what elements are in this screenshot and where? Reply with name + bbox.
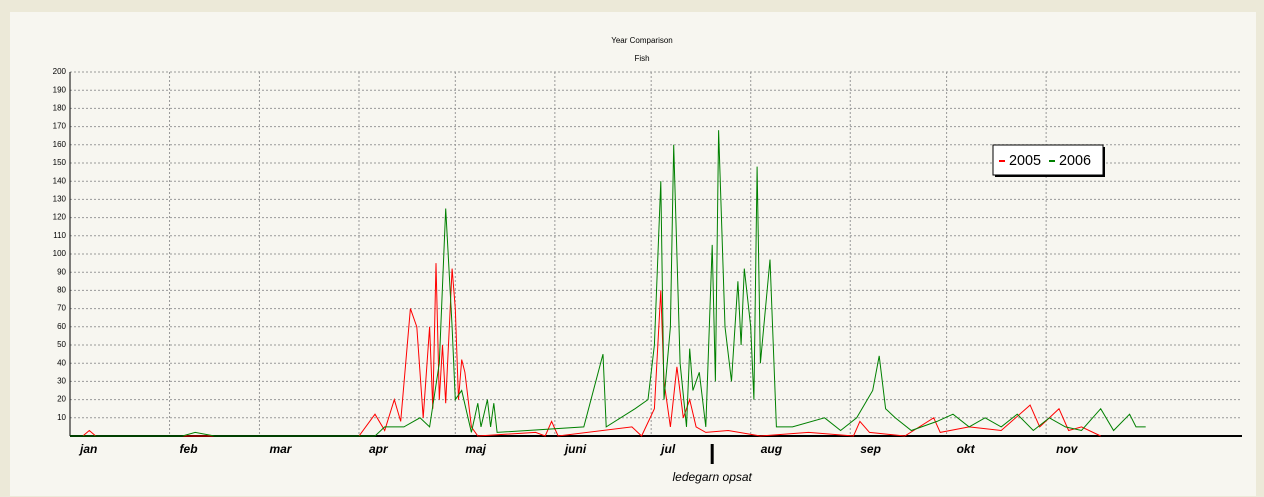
x-tick-label: jul: [659, 442, 676, 456]
y-tick-label: 140: [53, 176, 67, 185]
annotation-label: ledegarn opsat: [672, 470, 752, 484]
y-tick-label: 180: [53, 104, 67, 113]
x-tick-label: okt: [957, 442, 976, 456]
y-tick-label: 70: [57, 304, 66, 313]
legend-label: 2005: [1009, 152, 1041, 169]
x-tick-label: sep: [860, 442, 881, 456]
y-tick-label: 60: [57, 322, 66, 331]
y-tick-label: 10: [57, 413, 66, 422]
x-tick-label: mar: [269, 442, 292, 456]
y-tick-label: 50: [57, 340, 66, 349]
y-tick-label: 30: [57, 377, 66, 386]
y-tick-label: 130: [53, 195, 67, 204]
y-tick-label: 100: [53, 249, 67, 258]
y-tick-label: 90: [57, 267, 66, 276]
y-tick-label: 40: [57, 358, 66, 367]
series-line: [70, 263, 1101, 437]
chart-title: Year Comparison: [611, 36, 673, 45]
x-tick-label: aug: [761, 442, 783, 456]
x-tick-label: nov: [1056, 442, 1079, 456]
x-tick-label: feb: [180, 442, 198, 456]
series-line: [70, 130, 1146, 437]
y-tick-label: 120: [53, 213, 67, 222]
x-tick-label: juni: [563, 442, 587, 456]
legend-box: [992, 144, 1104, 176]
y-tick-label: 20: [57, 395, 66, 404]
y-tick-label: 190: [53, 85, 67, 94]
y-tick-label: 80: [57, 286, 66, 295]
chart-panel: [10, 12, 1256, 496]
x-tick-label: apr: [369, 442, 389, 456]
y-tick-label: 170: [53, 122, 67, 131]
y-tick-label: 110: [53, 231, 66, 240]
y-tick-label: 200: [53, 67, 67, 76]
y-tick-label: 160: [53, 140, 67, 149]
y-tick-label: 150: [53, 158, 67, 167]
x-tick-label: jan: [78, 442, 97, 456]
legend-label: 2006: [1059, 152, 1091, 169]
chart-subtitle: Fish: [634, 54, 649, 63]
x-tick-label: maj: [465, 442, 486, 456]
